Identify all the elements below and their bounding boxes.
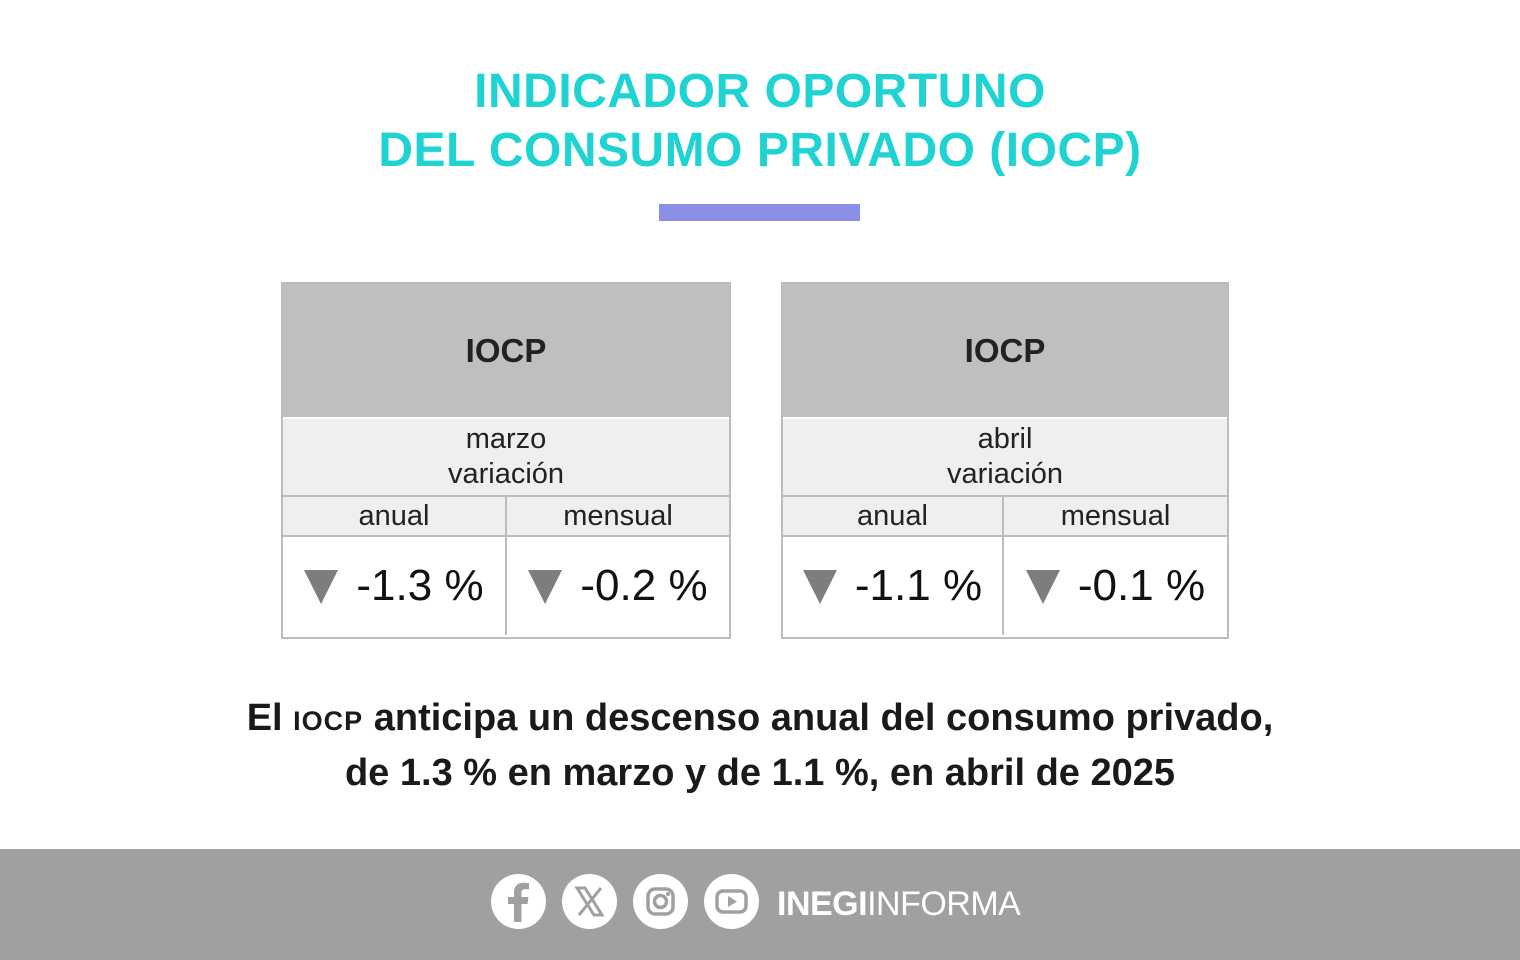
instagram-icon[interactable]	[633, 874, 688, 929]
down-triangle-icon	[528, 570, 563, 604]
brand-light: INFORMA	[867, 885, 1021, 923]
summary-line-1-rest: anticipa un descenso anual del consumo p…	[363, 697, 1274, 739]
card-column-headers: anual mensual	[283, 497, 729, 537]
summary-line-1: El IOCP anticipa un descenso anual del c…	[0, 692, 1520, 747]
annual-cell: -1.1 %	[783, 537, 1004, 635]
col-annual: anual	[783, 497, 1004, 535]
card-header: IOCP	[283, 284, 729, 417]
card-values: -1.3 % -0.2 %	[283, 537, 729, 635]
brand-bold: INEGI	[777, 885, 868, 923]
card-month: abril	[977, 423, 1033, 455]
summary-line-2: de 1.3 % en marzo y de 1.1 %, en abril d…	[344, 752, 1176, 794]
summary-prefix: El	[246, 697, 294, 739]
down-triangle-icon	[304, 570, 339, 604]
card-variation-label: variación	[447, 458, 565, 490]
iocp-card-marzo: IOCP marzo variación anual mensual -1.3 …	[281, 282, 731, 639]
youtube-icon[interactable]	[704, 874, 759, 929]
annual-value: -1.1 %	[854, 561, 983, 610]
card-month: marzo	[465, 423, 547, 455]
card-subheader: abril variación	[783, 417, 1227, 497]
footer-bar: INEGIINFORMA	[0, 849, 1520, 960]
col-monthly: mensual	[1060, 499, 1171, 532]
card-subheader: marzo variación	[283, 417, 729, 497]
summary-acronym: IOCP	[293, 706, 364, 736]
monthly-cell: -0.1 %	[1004, 537, 1227, 635]
card-variation-label: variación	[946, 458, 1064, 490]
title-divider	[659, 204, 860, 221]
card-header: IOCP	[783, 284, 1227, 417]
title-line-2: DEL CONSUMO PRIVADO (IOCP)	[378, 124, 1142, 177]
inegi-informa-brand: INEGIINFORMA	[777, 885, 1021, 924]
title-line-1: INDICADOR OPORTUNO	[474, 65, 1046, 118]
annual-cell: -1.3 %	[283, 537, 507, 635]
monthly-value: -0.2 %	[580, 561, 708, 610]
monthly-value: -0.1 %	[1077, 561, 1206, 610]
x-icon[interactable]	[562, 874, 617, 929]
page-title: INDICADOR OPORTUNO DEL CONSUMO PRIVADO (…	[0, 62, 1520, 180]
facebook-icon[interactable]	[491, 874, 546, 929]
down-triangle-icon	[802, 570, 837, 604]
col-annual: anual	[283, 497, 507, 535]
monthly-cell: -0.2 %	[507, 537, 729, 635]
col-monthly: mensual	[563, 499, 673, 532]
card-values: -1.1 % -0.1 %	[783, 537, 1227, 635]
down-triangle-icon	[1025, 570, 1060, 604]
iocp-card-abril: IOCP abril variación anual mensual -1.1 …	[781, 282, 1229, 639]
card-column-headers: anual mensual	[783, 497, 1227, 537]
annual-value: -1.3 %	[356, 561, 484, 610]
summary-text: El IOCP anticipa un descenso anual del c…	[0, 692, 1520, 799]
